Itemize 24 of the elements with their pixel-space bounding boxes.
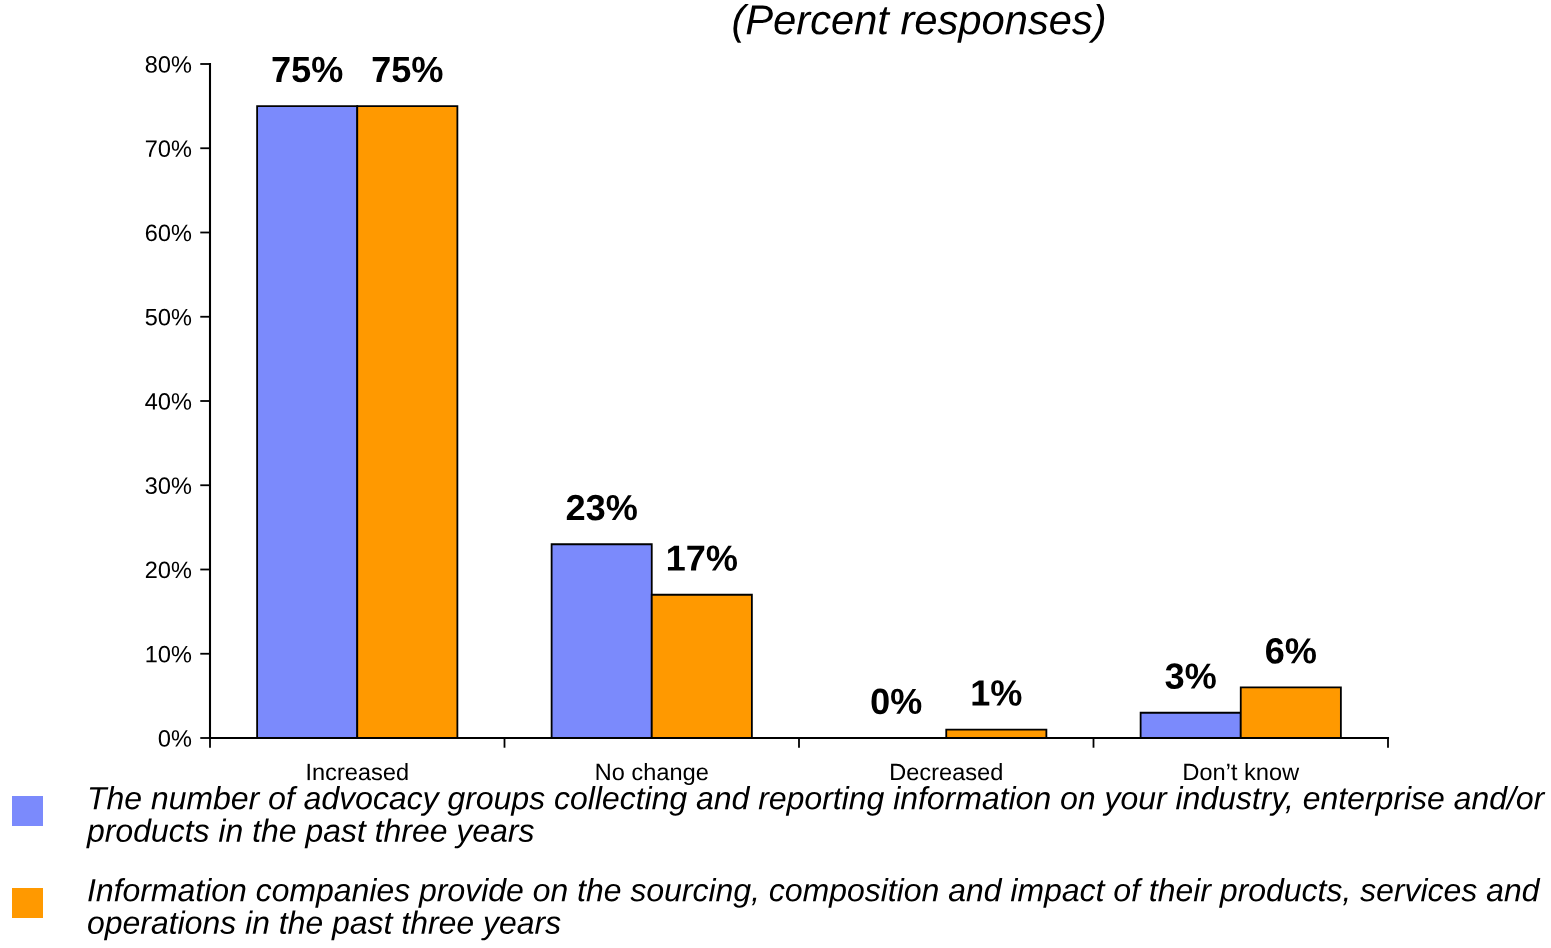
- legend-label: Information companies provide on the sourcing, composition and impact of their products, services and operations in the past three years: [88, 878, 1541, 941]
- chart-title: (Percent responses): [733, 4, 1105, 43]
- y-tick-label: 20%: [145, 561, 192, 579]
- data-label: 75%: [372, 56, 443, 83]
- y-tick-label: 60%: [145, 224, 192, 242]
- legend-label: The number of advocacy groups collecting and reporting information on your industry, enterprise and/or products in the past three years: [86, 786, 1546, 849]
- x-tick-label: No change: [596, 763, 708, 786]
- data-label: 23%: [566, 494, 637, 521]
- x-tick-label: Increased: [307, 763, 408, 781]
- data-label: 3%: [1165, 663, 1216, 689]
- y-tick-label: 80%: [145, 56, 192, 73]
- y-tick-label: 70%: [145, 140, 192, 158]
- y-tick-label: 0%: [158, 730, 192, 747]
- x-tick-label: Decreased: [891, 763, 1002, 781]
- y-tick-label: 50%: [145, 308, 192, 326]
- y-tick-label: 10%: [146, 645, 192, 663]
- y-tick-label: 30%: [145, 477, 192, 495]
- data-label: 1%: [972, 680, 1022, 706]
- data-label: 17%: [667, 545, 737, 571]
- x-tick-label: Don’t know: [1184, 763, 1300, 781]
- y-tick-label: 40%: [145, 393, 192, 410]
- data-label: 75%: [272, 56, 343, 83]
- data-label: 0%: [871, 688, 922, 715]
- data-label: 6%: [1266, 638, 1316, 664]
